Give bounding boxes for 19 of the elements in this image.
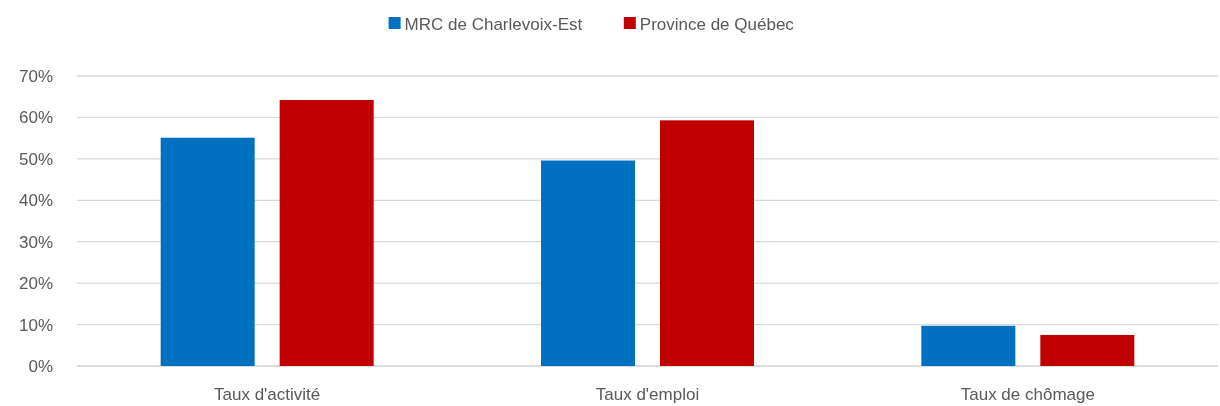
- bar: [160, 137, 255, 366]
- y-tick-label: 30%: [18, 232, 53, 252]
- y-tick-label: 40%: [18, 191, 53, 211]
- x-tick-label: Taux d'emploi: [595, 385, 700, 404]
- y-tick-label: 60%: [18, 108, 53, 128]
- bar: [921, 325, 1016, 366]
- bar: [659, 120, 754, 366]
- y-tick-label: 0%: [28, 356, 53, 376]
- bar: [1040, 334, 1135, 366]
- bar: [541, 160, 636, 366]
- x-tick-label: Taux d'activité: [214, 385, 321, 404]
- legend-label: MRC de Charlevoix-Est: [404, 14, 583, 34]
- legend-label: Province de Québec: [639, 14, 795, 34]
- y-tick-label: 70%: [18, 66, 53, 86]
- y-tick-label: 50%: [18, 149, 53, 169]
- bar: [279, 100, 374, 366]
- y-tick-label: 10%: [18, 315, 53, 335]
- y-tick-label: 20%: [18, 274, 53, 294]
- x-tick-label: Taux de chômage: [960, 385, 1095, 404]
